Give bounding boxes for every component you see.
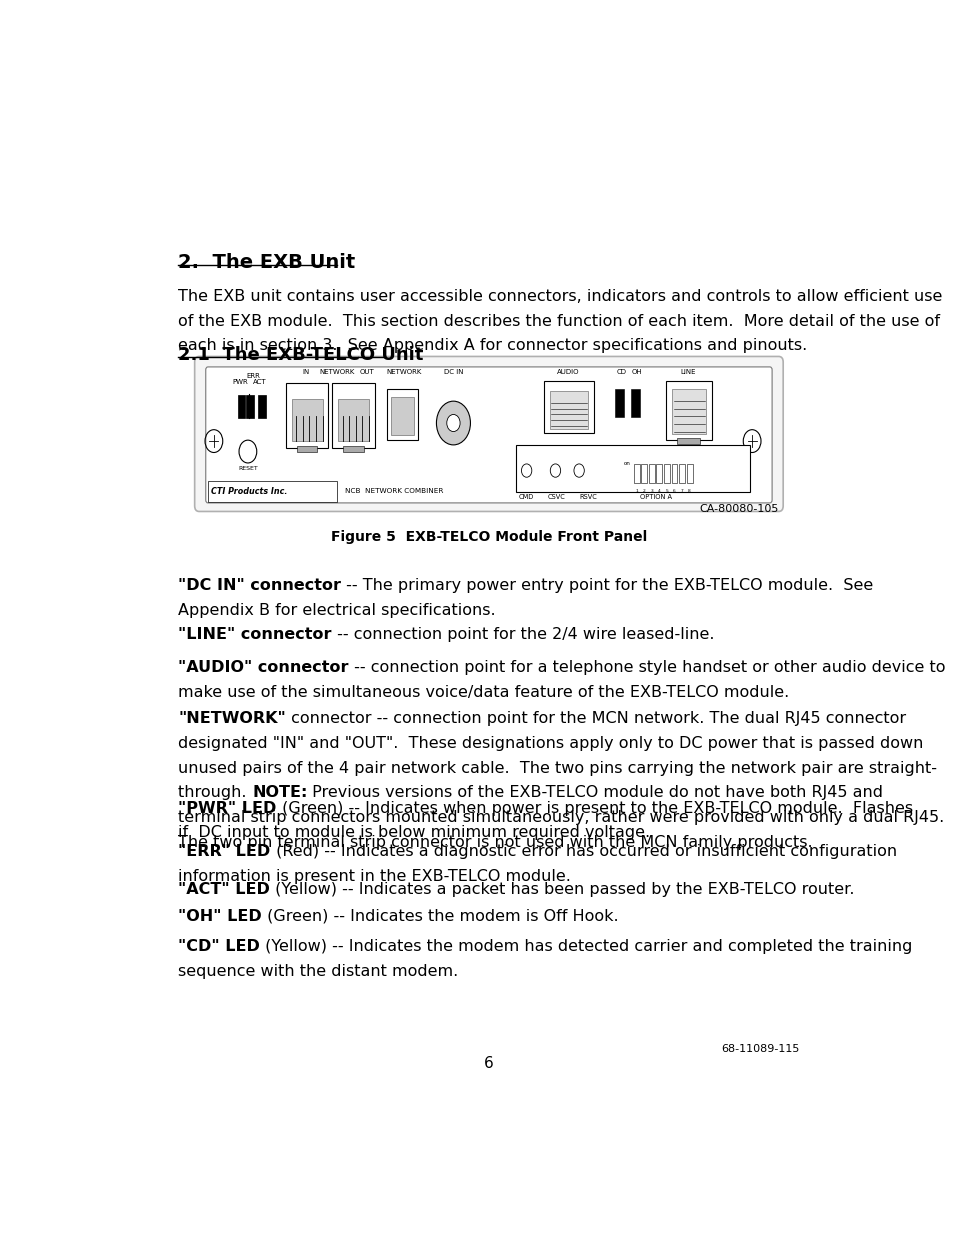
Text: LINE: LINE	[680, 368, 696, 374]
Text: PWR: PWR	[232, 379, 248, 385]
Bar	[677, 438, 699, 443]
Text: Appendix B for electrical specifications.: Appendix B for electrical specifications…	[178, 603, 496, 618]
Bar	[337, 399, 369, 441]
Bar	[258, 395, 265, 419]
Text: (Yellow) -- Indicates a packet has been passed by the EXB-TELCO router.: (Yellow) -- Indicates a packet has been …	[270, 882, 854, 898]
Text: CTI Products Inc.: CTI Products Inc.	[211, 487, 287, 496]
Text: "PWR" LED: "PWR" LED	[178, 800, 276, 815]
Text: 1: 1	[635, 489, 638, 493]
Text: The EXB unit contains user accessible connectors, indicators and controls to all: The EXB unit contains user accessible co…	[178, 289, 942, 304]
Text: NETWORK: NETWORK	[386, 368, 421, 374]
Text: AUDIO: AUDIO	[557, 368, 578, 374]
Text: (Red) -- Indicates a diagnostic error has occurred or insufficient configuration: (Red) -- Indicates a diagnostic error ha…	[271, 845, 896, 860]
FancyBboxPatch shape	[194, 357, 782, 511]
Bar	[671, 464, 677, 483]
Text: 4: 4	[658, 489, 660, 493]
Bar	[549, 390, 587, 429]
Text: CMD: CMD	[518, 494, 534, 500]
Bar	[640, 464, 647, 483]
Bar	[237, 395, 245, 419]
Text: -- connection point for a telephone style handset or other audio device to: -- connection point for a telephone styl…	[349, 659, 944, 674]
Text: Previous versions of the EXB-TELCO module do not have both RJ45 and: Previous versions of the EXB-TELCO modul…	[307, 785, 882, 800]
Text: CSVC: CSVC	[547, 494, 564, 500]
FancyBboxPatch shape	[206, 367, 771, 503]
Text: terminal strip connectors mounted simultaneously, rather were provided with only: terminal strip connectors mounted simult…	[178, 810, 943, 825]
Text: unused pairs of the 4 pair network cable.  The two pins carrying the network pai: unused pairs of the 4 pair network cable…	[178, 761, 937, 776]
Text: through.: through.	[178, 785, 252, 800]
Bar	[246, 395, 253, 419]
Bar	[633, 464, 639, 483]
Text: make use of the simultaneous voice/data feature of the EXB-TELCO module.: make use of the simultaneous voice/data …	[178, 684, 789, 699]
Text: 7: 7	[679, 489, 682, 493]
Bar	[296, 446, 317, 452]
Text: 8: 8	[687, 489, 690, 493]
Bar	[390, 398, 414, 436]
Text: (Yellow) -- Indicates the modem has detected carrier and completed the training: (Yellow) -- Indicates the modem has dete…	[260, 940, 912, 955]
Text: "LINE" connector: "LINE" connector	[178, 627, 332, 642]
Text: connector -- connection point for the MCN network. The dual RJ45 connector: connector -- connection point for the MC…	[286, 711, 905, 726]
Text: ERR: ERR	[246, 373, 260, 379]
Text: CD: CD	[616, 368, 625, 374]
Text: -- The primary power entry point for the EXB-TELCO module.  See: -- The primary power entry point for the…	[341, 578, 873, 593]
Text: information is present in the EXB-TELCO module.: information is present in the EXB-TELCO …	[178, 869, 571, 884]
Text: designated "IN" and "OUT".  These designations apply only to DC power that is pa: designated "IN" and "OUT". These designa…	[178, 736, 923, 751]
Text: CA-80080-105: CA-80080-105	[699, 504, 778, 514]
Text: (Green) -- Indicates the modem is Off Hook.: (Green) -- Indicates the modem is Off Ho…	[262, 909, 618, 924]
Text: "OH" LED: "OH" LED	[178, 909, 262, 924]
Text: of the EXB module.  This section describes the function of each item.  More deta: of the EXB module. This section describe…	[178, 314, 940, 329]
Text: 2: 2	[642, 489, 645, 493]
Bar	[387, 389, 417, 440]
Text: 3: 3	[650, 489, 653, 493]
Bar	[665, 382, 712, 440]
Text: ACT: ACT	[253, 379, 266, 385]
Bar	[656, 464, 661, 483]
Text: DC IN: DC IN	[443, 368, 463, 374]
Circle shape	[436, 401, 470, 445]
Text: "DC IN" connector: "DC IN" connector	[178, 578, 341, 593]
Text: NOTE:: NOTE:	[252, 785, 307, 800]
Text: "CD" LED: "CD" LED	[178, 940, 260, 955]
Text: 6: 6	[483, 1056, 494, 1071]
Bar	[686, 464, 692, 483]
Text: RESET: RESET	[237, 466, 257, 471]
Text: "NETWORK": "NETWORK"	[178, 711, 286, 726]
Text: IN: IN	[302, 368, 310, 374]
Text: each is in section 3.  See Appendix A for connector specifications and pinouts.: each is in section 3. See Appendix A for…	[178, 338, 807, 353]
Text: (Green) -- Indicates when power is present to the EXB-TELCO module.  Flashes: (Green) -- Indicates when power is prese…	[276, 800, 912, 815]
Text: "AUDIO" connector: "AUDIO" connector	[178, 659, 349, 674]
Text: if  DC input to module is below minimum required voltage.: if DC input to module is below minimum r…	[178, 825, 650, 840]
Text: 2.  The EXB Unit: 2. The EXB Unit	[178, 253, 355, 272]
Text: "ERR" LED: "ERR" LED	[178, 845, 271, 860]
Bar	[543, 382, 594, 433]
Bar	[343, 446, 364, 452]
Text: The two pin terminal strip connector is not used with the MCN family products.: The two pin terminal strip connector is …	[178, 835, 812, 850]
Bar	[648, 464, 654, 483]
Text: 68-11089-115: 68-11089-115	[720, 1044, 799, 1053]
Text: sequence with the distant modem.: sequence with the distant modem.	[178, 965, 458, 979]
Text: Figure 5  EXB-TELCO Module Front Panel: Figure 5 EXB-TELCO Module Front Panel	[331, 531, 646, 545]
Text: 6: 6	[673, 489, 675, 493]
Bar	[630, 389, 639, 417]
Text: on: on	[623, 462, 630, 467]
Bar	[285, 383, 328, 448]
Circle shape	[446, 415, 459, 431]
Text: OPTION A: OPTION A	[639, 494, 671, 500]
Text: 2.1  The EXB-TELCO Unit: 2.1 The EXB-TELCO Unit	[178, 346, 423, 364]
Bar	[332, 383, 375, 448]
Bar	[292, 399, 322, 441]
Text: OUT: OUT	[359, 368, 374, 374]
Text: NCB  NETWORK COMBINER: NCB NETWORK COMBINER	[344, 489, 442, 494]
Text: 5: 5	[665, 489, 668, 493]
Text: RSVC: RSVC	[578, 494, 597, 500]
Text: NETWORK: NETWORK	[319, 368, 355, 374]
Bar	[208, 482, 337, 501]
Text: -- connection point for the 2/4 wire leased-line.: -- connection point for the 2/4 wire lea…	[332, 627, 714, 642]
Bar	[516, 445, 749, 493]
Bar	[679, 464, 684, 483]
Text: OH: OH	[631, 368, 641, 374]
Bar	[672, 389, 705, 435]
Bar	[614, 389, 623, 417]
Text: "ACT" LED: "ACT" LED	[178, 882, 270, 898]
Bar	[663, 464, 669, 483]
